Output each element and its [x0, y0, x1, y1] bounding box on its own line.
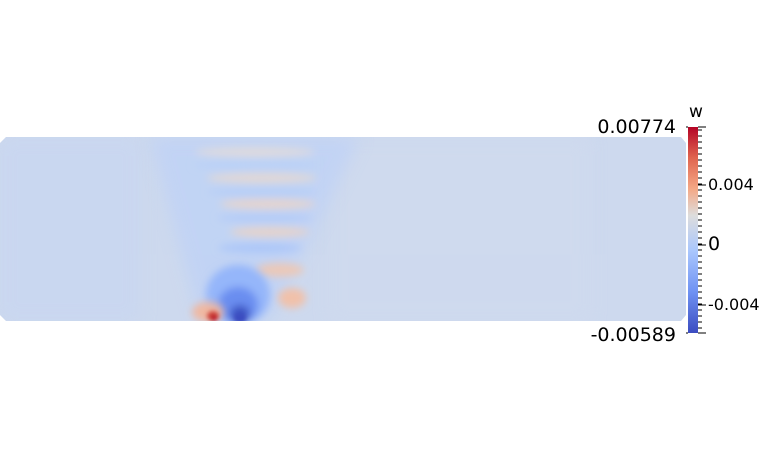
scalar-bar-min-label: -0.00589 — [590, 324, 676, 346]
scalar-bar-tick-label: 0 — [708, 233, 721, 255]
scalar-bar — [686, 126, 706, 334]
scalar-bar-max-label: 0.00774 — [597, 116, 676, 138]
domain-surface — [0, 137, 686, 321]
scalar-bar-title: w — [689, 102, 703, 122]
scalar-bar-tick-label: -0.004 — [708, 295, 760, 314]
scalar-bar-tick-label: 0.004 — [708, 175, 754, 194]
